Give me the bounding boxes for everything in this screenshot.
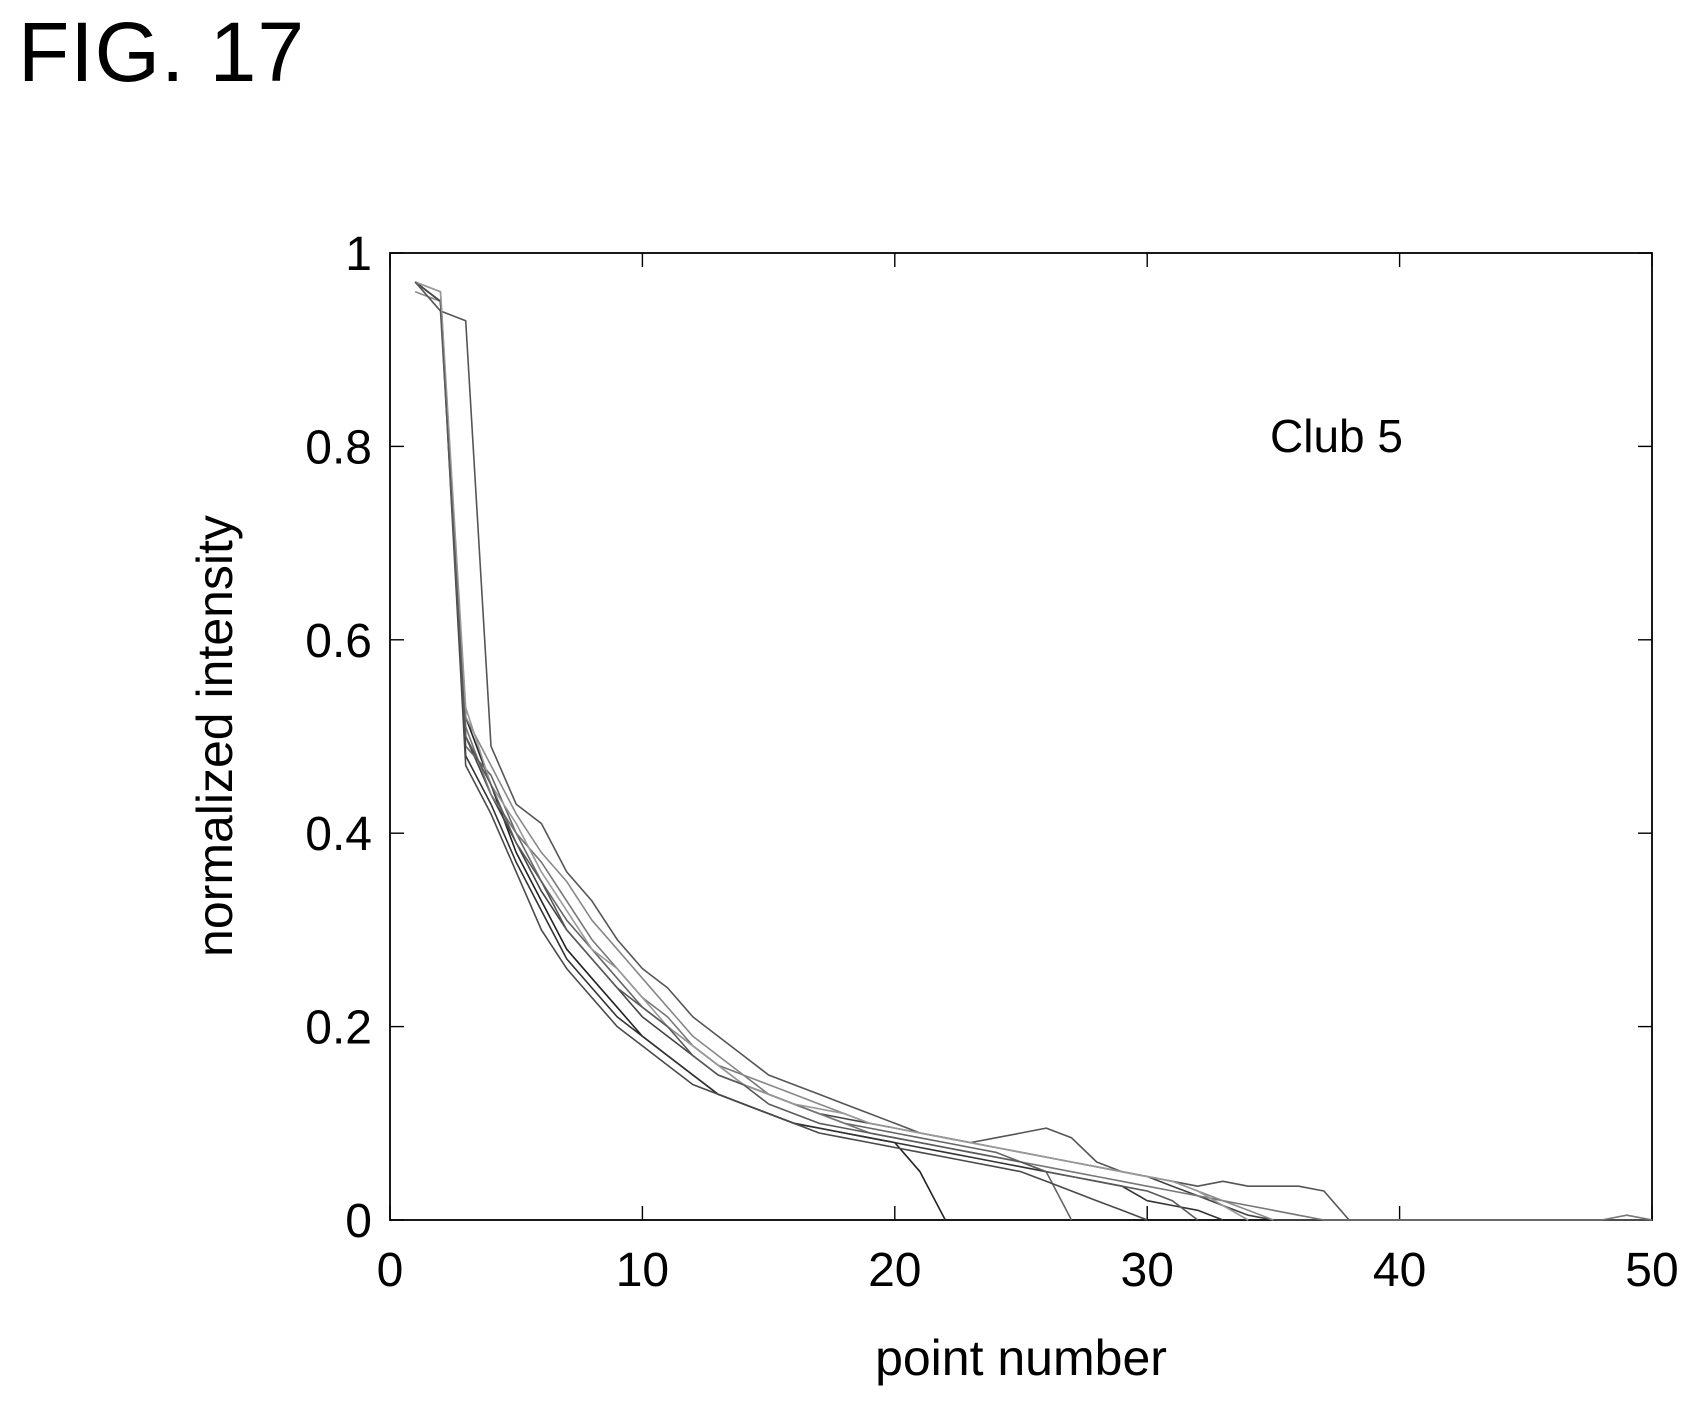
plot-frame <box>389 252 1653 1221</box>
series-line-8 <box>414 281 1148 1221</box>
series-line-1 <box>414 281 947 1221</box>
y-tick-label: 1 <box>345 228 372 281</box>
x-tick-label: 50 <box>1625 1244 1678 1297</box>
series-line-10 <box>414 281 1199 1221</box>
series-lines <box>414 281 1653 1221</box>
figure-label: FIG. 17 <box>18 5 306 99</box>
series-line-9 <box>414 281 1249 1221</box>
series-line-3 <box>414 281 1652 1221</box>
y-tick-label: 0.8 <box>305 421 372 474</box>
series-line-7 <box>414 290 1274 1221</box>
y-tick-label: 0.2 <box>305 1002 372 1055</box>
y-tick-label: 0.6 <box>305 615 372 668</box>
series-line-2 <box>414 281 1652 1221</box>
y-axis-title: normalized intensity <box>187 515 243 957</box>
y-tick-label: 0.4 <box>305 808 372 861</box>
annotation-label: Club 5 <box>1270 410 1403 462</box>
tick-labels: 0 10 20 30 40 50 0 0.2 0.4 0.6 0.8 1 <box>305 228 1678 1297</box>
axis-ticks <box>389 252 1653 1221</box>
x-tick-label: 10 <box>616 1244 669 1297</box>
series-line-4 <box>414 281 1073 1221</box>
x-axis-title: point number <box>875 1330 1167 1386</box>
series-line-6 <box>414 281 1224 1221</box>
x-tick-label: 40 <box>1373 1244 1426 1297</box>
x-tick-label: 30 <box>1121 1244 1174 1297</box>
y-tick-label: 0 <box>345 1195 372 1248</box>
series-line-5 <box>414 281 1653 1221</box>
x-tick-label: 20 <box>868 1244 921 1297</box>
x-tick-label: 0 <box>377 1244 404 1297</box>
